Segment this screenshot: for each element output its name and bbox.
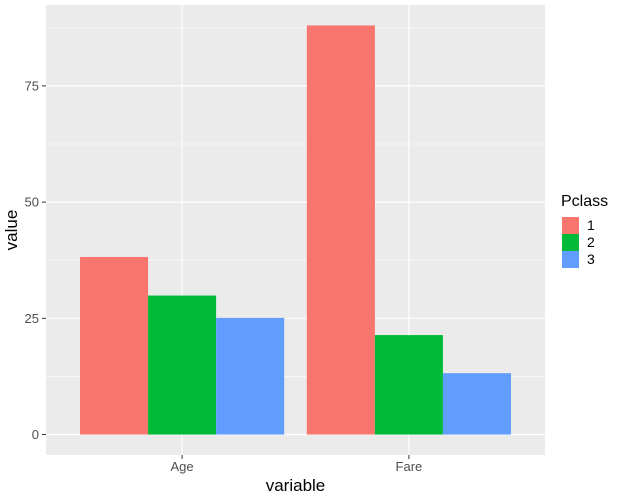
y-tick-label: 0 [32, 427, 39, 442]
bar-fare-pclass-1 [306, 25, 375, 435]
bar-fare-pclass-3 [442, 373, 511, 435]
y-axis-ticks: 0 25 50 75 [25, 78, 46, 442]
bar-age-pclass-2 [148, 295, 217, 435]
y-tick-label: 25 [25, 311, 39, 326]
legend: Pclass 123 [561, 193, 608, 268]
legend-title: Pclass [561, 193, 608, 210]
legend-key-3 [562, 251, 579, 268]
legend-label-3: 3 [587, 251, 595, 267]
bars [80, 25, 511, 435]
legend-label-2: 2 [587, 234, 595, 250]
legend-label-1: 1 [587, 217, 595, 233]
y-tick-label: 75 [25, 78, 39, 93]
legend-key-2 [562, 234, 579, 251]
x-axis-title: variable [266, 476, 326, 495]
y-axis-title: value [2, 210, 21, 251]
bar-age-pclass-1 [80, 256, 149, 435]
x-tick-label: Fare [396, 459, 423, 474]
x-axis-ticks: Age Fare [171, 455, 423, 474]
bar-fare-pclass-2 [374, 335, 443, 435]
y-tick-label: 50 [25, 195, 39, 210]
bar-age-pclass-3 [216, 317, 285, 435]
legend-key-1 [562, 217, 579, 234]
x-tick-label: Age [171, 459, 194, 474]
